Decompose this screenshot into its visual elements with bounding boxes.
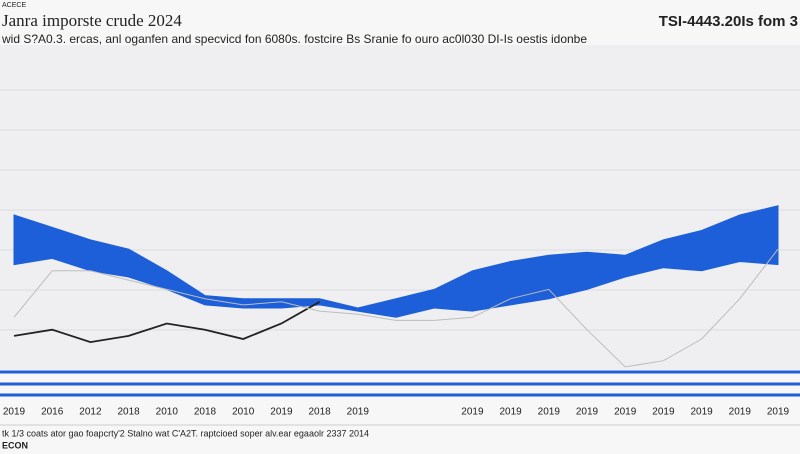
x-tick-label: 2019 xyxy=(576,407,599,418)
subtitle: wid S?A0.3. ercas, anl oganfen and specv… xyxy=(1,32,587,46)
series-line xyxy=(13,301,321,344)
corner-label: ACECE xyxy=(2,2,26,9)
x-tick-label: 2019 xyxy=(3,407,26,418)
x-tick-label: 2018 xyxy=(308,407,331,418)
x-tick-label: 2010 xyxy=(232,407,255,418)
x-tick-label: 2019 xyxy=(538,407,561,418)
x-tick-label: 2019 xyxy=(347,407,370,418)
x-tick-label: 2018 xyxy=(194,407,217,418)
x-tick-label: 2019 xyxy=(767,407,790,418)
x-tick-label: 2019 xyxy=(270,407,293,418)
footnote: tk 1/3 coats ator gao foapcrty'2 Stalno … xyxy=(2,428,369,438)
x-tick-label: 2018 xyxy=(117,407,140,418)
x-tick-label: 2019 xyxy=(729,407,752,418)
source: ECON xyxy=(2,440,28,450)
grid xyxy=(0,89,800,331)
series-line xyxy=(13,248,779,368)
range-band xyxy=(13,205,779,318)
chart-title: Janra imporste crude 2024 xyxy=(2,11,182,30)
x-tick-label: 2010 xyxy=(156,407,179,418)
x-tick-label: 2019 xyxy=(461,407,484,418)
x-tick-label: 2019 xyxy=(652,407,675,418)
plot-background xyxy=(0,45,800,370)
x-tick-label: 2019 xyxy=(499,407,522,418)
x-tick-label: 2019 xyxy=(614,407,637,418)
x-tick-label: 2012 xyxy=(79,407,102,418)
top-right-label: TSI-4443.20Is fom 3 xyxy=(659,13,798,30)
x-tick-label: 2019 xyxy=(690,407,713,418)
x-tick-label: 2016 xyxy=(41,407,64,418)
